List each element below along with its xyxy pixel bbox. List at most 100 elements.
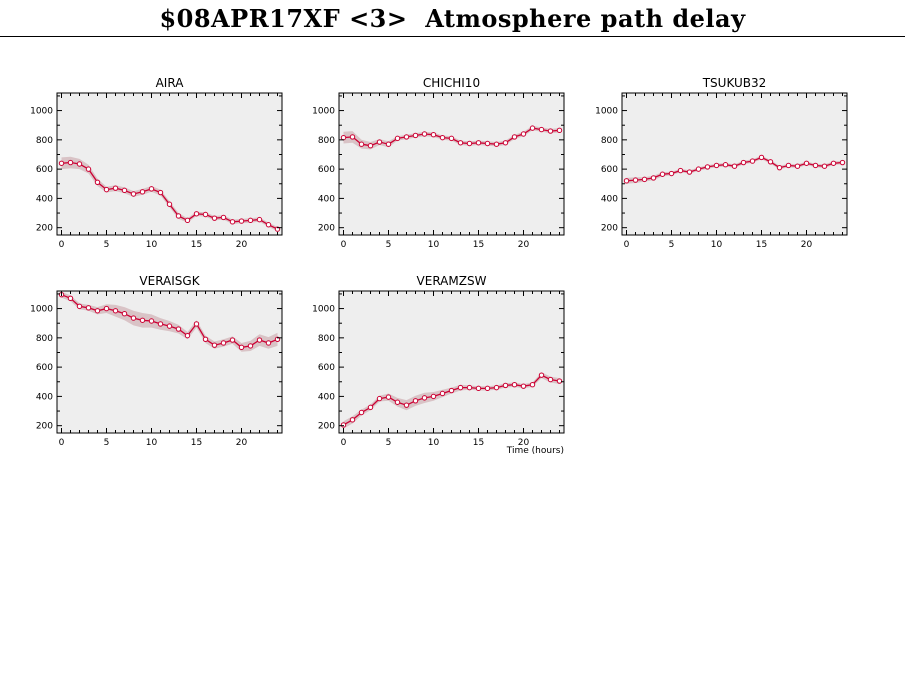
title-divider bbox=[0, 36, 905, 37]
data-point bbox=[538, 126, 545, 133]
data-point bbox=[529, 125, 536, 131]
plot-area bbox=[57, 291, 282, 433]
x-tick-label: 0 bbox=[624, 240, 630, 250]
data-point bbox=[556, 378, 563, 384]
data-point bbox=[812, 162, 819, 169]
data-point bbox=[430, 132, 437, 138]
data-point bbox=[457, 384, 464, 391]
y-tick-label: 1000 bbox=[30, 305, 53, 315]
data-point bbox=[466, 140, 473, 147]
data-point bbox=[484, 140, 491, 147]
plot-area bbox=[57, 93, 282, 235]
y-tick-label: 1000 bbox=[595, 107, 618, 117]
data-point bbox=[641, 176, 648, 183]
y-tick-label: 800 bbox=[36, 136, 53, 146]
data-point bbox=[211, 342, 218, 348]
x-axis-label: Time (hours) bbox=[506, 446, 564, 456]
data-point bbox=[238, 218, 245, 224]
panel-chichi10: CHICHI10 0 5 10 15 20 200 400 600 800 1000 bbox=[312, 76, 565, 250]
data-point bbox=[340, 134, 347, 141]
data-point bbox=[112, 185, 119, 191]
y-tick-label: 800 bbox=[318, 136, 335, 146]
data-point bbox=[256, 216, 263, 223]
data-point bbox=[448, 135, 455, 142]
data-point bbox=[193, 211, 200, 217]
x-tick-label: 5 bbox=[669, 240, 675, 250]
data-point bbox=[403, 134, 410, 140]
data-point bbox=[358, 409, 365, 416]
data-point bbox=[139, 317, 146, 323]
data-point bbox=[265, 340, 272, 346]
data-point bbox=[659, 171, 666, 177]
data-point bbox=[202, 211, 209, 218]
data-point bbox=[76, 303, 83, 310]
data-point bbox=[457, 140, 464, 146]
x-tick-label: 0 bbox=[59, 438, 65, 448]
y-tick-label: 400 bbox=[36, 392, 53, 402]
panel-title: VERAISGK bbox=[139, 274, 200, 288]
data-point bbox=[139, 189, 146, 195]
data-point bbox=[184, 217, 191, 224]
data-point bbox=[466, 384, 473, 391]
page-title: $08APR17XF <3> Atmosphere path delay bbox=[159, 4, 746, 33]
data-point bbox=[695, 166, 702, 172]
x-tick-label: 5 bbox=[386, 240, 392, 250]
data-point bbox=[758, 154, 765, 161]
data-point bbox=[623, 178, 630, 184]
data-point bbox=[148, 186, 155, 192]
panel-tsukub32: TSUKUB32 0 5 10 15 20 200 400 600 800 1000 bbox=[595, 76, 848, 250]
data-point bbox=[403, 402, 410, 408]
y-tick-label: 400 bbox=[36, 194, 53, 204]
data-point bbox=[722, 162, 729, 168]
plot-area bbox=[339, 291, 564, 433]
x-tick-label: 15 bbox=[191, 240, 202, 250]
x-tick-label: 10 bbox=[146, 240, 158, 250]
data-point bbox=[85, 166, 92, 172]
y-tick-label: 200 bbox=[36, 224, 53, 234]
data-point bbox=[247, 343, 254, 349]
data-point bbox=[803, 160, 810, 166]
data-point bbox=[556, 127, 563, 134]
x-tick-label: 20 bbox=[236, 240, 248, 250]
data-point bbox=[112, 308, 119, 314]
data-point bbox=[94, 308, 101, 314]
data-point bbox=[632, 177, 639, 183]
data-point bbox=[166, 323, 173, 329]
data-point bbox=[511, 381, 518, 388]
y-tick-label: 1000 bbox=[312, 107, 335, 117]
data-point bbox=[767, 159, 774, 165]
x-tick-label: 10 bbox=[711, 240, 723, 250]
data-point bbox=[157, 189, 164, 196]
panel-veramzsw: VERAMZSW 0 5 10 15 20 200 400 600 800 1000 Time (ho… bbox=[312, 274, 565, 456]
y-tick-label: 400 bbox=[318, 194, 335, 204]
panel-veraisgk: VERAISGK 0 5 10 15 20 200 400 600 800 1000 bbox=[30, 274, 283, 448]
data-point bbox=[731, 163, 738, 169]
data-point bbox=[502, 140, 509, 146]
data-point bbox=[448, 387, 455, 394]
data-point bbox=[668, 170, 675, 177]
data-point bbox=[704, 164, 711, 170]
x-tick-label: 10 bbox=[428, 438, 440, 448]
data-point bbox=[340, 422, 347, 428]
data-point bbox=[130, 315, 137, 321]
data-point bbox=[385, 394, 392, 400]
y-tick-label: 600 bbox=[36, 165, 53, 175]
x-tick-label: 5 bbox=[104, 438, 110, 448]
x-tick-label: 0 bbox=[341, 240, 347, 250]
data-point bbox=[749, 158, 756, 164]
y-tick-label: 200 bbox=[318, 224, 335, 234]
x-tick-label: 0 bbox=[59, 240, 65, 250]
y-tick-label: 400 bbox=[318, 392, 335, 402]
data-point bbox=[376, 139, 383, 145]
data-point bbox=[740, 159, 747, 166]
data-point bbox=[211, 215, 218, 221]
data-point bbox=[830, 160, 837, 166]
data-point bbox=[367, 143, 374, 149]
x-tick-label: 5 bbox=[386, 438, 392, 448]
panel-title: CHICHI10 bbox=[423, 76, 480, 90]
data-point bbox=[412, 132, 419, 139]
data-point bbox=[58, 160, 65, 166]
data-point bbox=[686, 169, 693, 175]
data-point bbox=[385, 141, 392, 147]
data-point bbox=[484, 385, 491, 392]
